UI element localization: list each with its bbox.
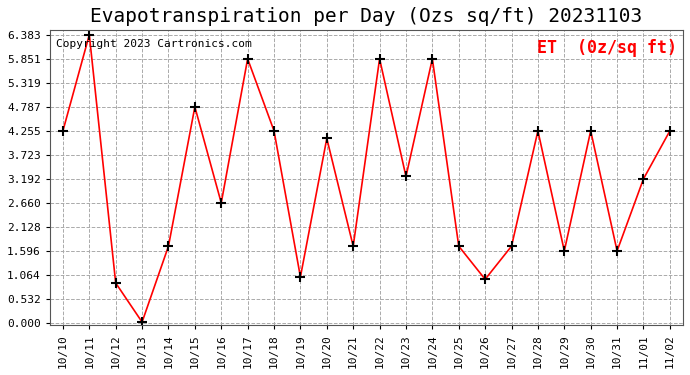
Title: Evapotranspiration per Day (Ozs sq/ft) 20231103: Evapotranspiration per Day (Ozs sq/ft) 2… <box>90 7 642 26</box>
Text: Copyright 2023 Cartronics.com: Copyright 2023 Cartronics.com <box>56 39 252 49</box>
Text: ET  (0z/sq ft): ET (0z/sq ft) <box>537 39 677 57</box>
